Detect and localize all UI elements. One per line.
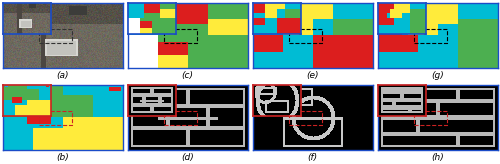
Bar: [288, 111, 322, 125]
Bar: [164, 111, 197, 125]
Text: (h): (h): [431, 153, 444, 162]
Text: (f): (f): [308, 153, 318, 162]
Bar: [38, 29, 72, 43]
Bar: [38, 111, 72, 125]
Text: (e): (e): [306, 71, 319, 80]
Text: (g): (g): [431, 71, 444, 80]
Text: (c): (c): [182, 71, 194, 80]
Bar: [414, 29, 447, 43]
Text: (b): (b): [56, 153, 69, 162]
Text: (a): (a): [56, 71, 69, 80]
Bar: [164, 29, 197, 43]
Bar: [288, 29, 322, 43]
Text: (d): (d): [181, 153, 194, 162]
Bar: [414, 111, 447, 125]
